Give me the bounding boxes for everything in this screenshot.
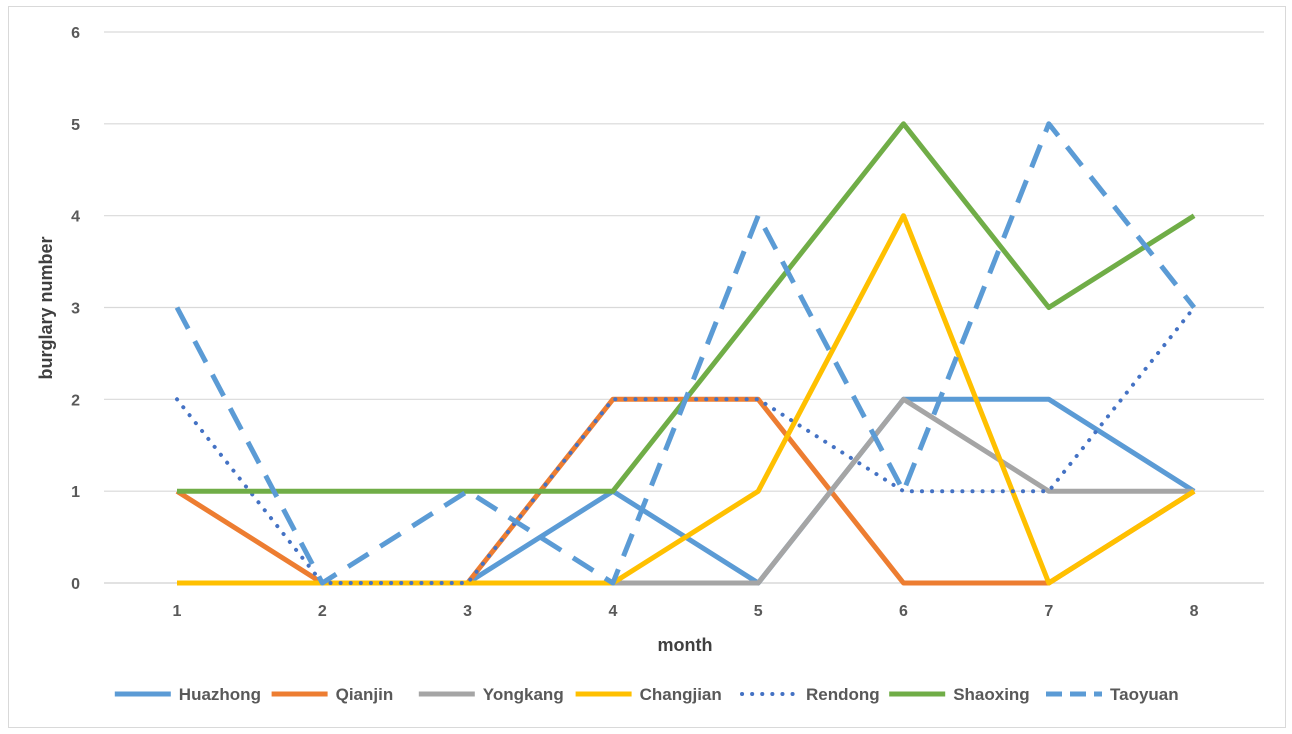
- legend-item-qianjin: Qianjin: [271, 685, 394, 704]
- series-lines: [174, 121, 1197, 586]
- legend: Huazhong Qianjin Yongkang Changjian Rendong S…: [114, 685, 1179, 704]
- legend-label-rendong: Rendong: [806, 685, 880, 704]
- legend-label-yongkang: Yongkang: [483, 685, 564, 704]
- x-tick-label-4: 4: [608, 603, 617, 620]
- chart-frame: [8, 6, 1286, 728]
- x-tick-label-7: 7: [1044, 603, 1053, 620]
- legend-label-huazhong: Huazhong: [179, 685, 261, 704]
- y-tick-label-5: 5: [71, 117, 80, 134]
- x-tick-label-1: 1: [173, 603, 182, 620]
- y-tick-label-4: 4: [71, 209, 80, 226]
- legend-item-taoyuan: Taoyuan: [1046, 685, 1179, 704]
- x-tick-label-5: 5: [754, 603, 763, 620]
- legend-label-changjian: Changjian: [640, 685, 722, 704]
- series-line-changjian: [177, 213, 1196, 586]
- legend-label-qianjin: Qianjin: [336, 685, 394, 704]
- legend-item-huazhong: Huazhong: [114, 685, 261, 704]
- y-tick-label-3: 3: [71, 301, 80, 318]
- y-axis-title: burglary number: [36, 236, 56, 379]
- y-tick-label-6: 6: [71, 25, 80, 42]
- series-line-taoyuan: [174, 121, 1197, 586]
- gridlines: [104, 31, 1264, 584]
- legend-label-taoyuan: Taoyuan: [1110, 685, 1179, 704]
- y-axis-tick-labels: 0 1 2 3 4 5 6: [71, 25, 80, 593]
- x-tick-label-3: 3: [463, 603, 472, 620]
- y-tick-label-2: 2: [71, 392, 80, 409]
- x-tick-label-2: 2: [318, 603, 327, 620]
- y-tick-label-0: 0: [71, 576, 80, 593]
- legend-item-shaoxing: Shaoxing: [889, 685, 1030, 704]
- legend-label-shaoxing: Shaoxing: [953, 685, 1030, 704]
- y-tick-label-1: 1: [71, 484, 80, 501]
- x-tick-label-6: 6: [899, 603, 908, 620]
- x-tick-label-8: 8: [1190, 603, 1199, 620]
- legend-item-changjian: Changjian: [575, 685, 722, 704]
- legend-item-rendong: Rendong: [740, 685, 880, 704]
- x-axis-tick-labels: 1 2 3 4 5 6 7 8: [173, 603, 1199, 620]
- x-axis-title: month: [658, 635, 713, 655]
- series-line-rendong: [175, 305, 1197, 585]
- legend-item-yongkang: Yongkang: [418, 685, 564, 704]
